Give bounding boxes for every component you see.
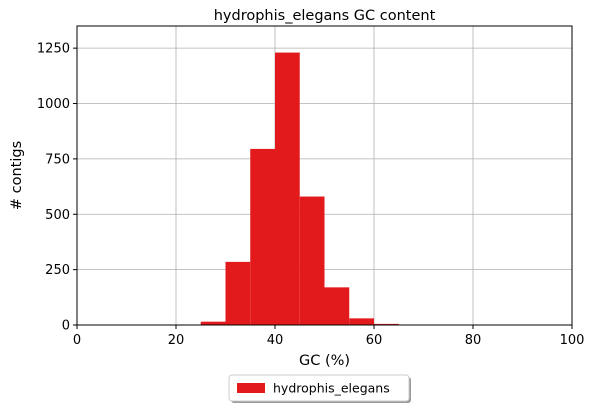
y-tick-label: 750 bbox=[45, 152, 70, 167]
legend: hydrophis_elegans bbox=[228, 374, 411, 403]
x-tick-label: 80 bbox=[465, 333, 482, 348]
legend-box bbox=[228, 374, 410, 402]
histogram-bar bbox=[324, 287, 350, 325]
x-tick-label: 0 bbox=[73, 333, 81, 348]
y-tick-label: 500 bbox=[45, 208, 70, 223]
y-tick-label: 1250 bbox=[37, 42, 70, 57]
legend-swatch bbox=[237, 383, 265, 393]
histogram-bar bbox=[250, 148, 275, 325]
histogram-bar bbox=[299, 196, 325, 325]
y-tick-label: 0 bbox=[62, 319, 70, 334]
x-tick-label: 40 bbox=[267, 333, 284, 348]
x-tick-label: 20 bbox=[168, 333, 185, 348]
x-axis-label: GC (%) bbox=[299, 353, 350, 369]
histogram-bar bbox=[275, 52, 300, 325]
histogram-bar bbox=[374, 323, 399, 325]
y-tick-label: 250 bbox=[45, 263, 70, 278]
y-axis-label: # contigs bbox=[9, 141, 25, 210]
plot-frame bbox=[76, 25, 573, 326]
x-tick-label: 100 bbox=[560, 333, 585, 348]
x-tick-label: 60 bbox=[366, 333, 383, 348]
chart-title: hydrophis_elegans GC content bbox=[214, 8, 436, 24]
histogram-bar bbox=[349, 318, 374, 325]
histogram-bar bbox=[225, 261, 251, 325]
histogram-bar bbox=[200, 321, 226, 325]
histogram-bars bbox=[200, 52, 399, 325]
legend-label: hydrophis_elegans bbox=[273, 381, 390, 396]
y-tick-label: 1000 bbox=[37, 97, 70, 112]
